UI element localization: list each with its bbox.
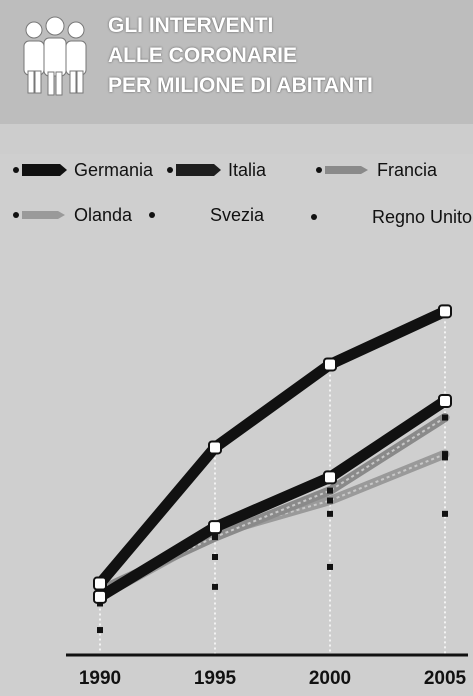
legend-label-francia: Francia: [377, 159, 438, 180]
tick-layer: 1990 1995 2000 2005: [79, 668, 467, 689]
legend-label-italia: Italia: [228, 159, 267, 180]
point-italia-1995: [208, 520, 222, 535]
legend-label-regno-unito: Regno Unito: [372, 206, 473, 227]
point-italia-2000: [323, 470, 337, 485]
x-tick-label-2000: 2000: [309, 668, 351, 689]
point-regno-unito-2000: [327, 563, 333, 570]
header-dot-band: [0, 124, 473, 154]
legend-item-svezia: Svezia: [146, 205, 264, 225]
chart-header: GLI INTERVENTI ALLE CORONARIE PER MILION…: [0, 0, 473, 124]
point-germania-2000: [323, 357, 337, 372]
legend-label-svezia: Svezia: [210, 204, 265, 225]
point-svezia-2000: [327, 510, 333, 517]
people-group-icon: [23, 16, 87, 96]
legend-label-olanda: Olanda: [74, 204, 133, 225]
series-hatch-olanda: [99, 453, 446, 598]
point-francia-2000: [327, 487, 333, 494]
point-regno-unito-1995: [212, 583, 218, 590]
point-francia-1995: [212, 534, 218, 541]
point-svezia-1995: [212, 554, 218, 560]
point-germania-1995: [208, 440, 222, 455]
title-line-2: ALLE CORONARIE: [108, 44, 297, 67]
point-germania-1990: [93, 576, 107, 591]
legend-swatch-olanda: [13, 211, 65, 219]
legend-item-francia: Francia: [313, 160, 437, 180]
legend-item-italia: Italia: [164, 160, 266, 180]
point-olanda-2005: [442, 451, 448, 458]
point-olanda-2000: [327, 497, 333, 504]
legend-swatch-regno-unito: [311, 214, 317, 220]
legend-item-regno-unito: Regno Unito: [308, 207, 472, 227]
legend-swatch-svezia: [149, 212, 155, 218]
x-tick-label-1995: 1995: [194, 668, 237, 689]
x-tick-label-2005: 2005: [424, 668, 467, 689]
series-line-italia: [94, 395, 451, 603]
legend-swatch-francia: [316, 166, 368, 174]
x-tick-label-1990: 1990: [79, 668, 121, 689]
legend-swatch-germania: [13, 164, 67, 176]
legend-swatch-italia: [167, 164, 221, 176]
point-germania-2005: [438, 304, 452, 319]
point-regno-unito-2005: [442, 510, 448, 517]
point-svezia-2005: [442, 454, 448, 461]
title-line-1: GLI INTERVENTI: [108, 14, 274, 37]
series-hatch-francia: [99, 416, 446, 592]
legend-item-germania: Germania: [10, 160, 153, 180]
legend-item-olanda: Olanda: [10, 205, 132, 225]
series-line-germania: [94, 305, 451, 590]
point-regno-unito-1990: [97, 627, 103, 634]
point-italia-2005: [438, 393, 452, 408]
point-italia-1990: [93, 589, 107, 604]
point-francia-2005: [442, 414, 448, 421]
marker-layer: [93, 304, 452, 634]
title-line-3: PER MILIONE DI ABITANTI: [108, 74, 373, 97]
series-layer: [94, 305, 451, 603]
grid-layer: [99, 311, 446, 655]
legend-label-germania: Germania: [74, 159, 154, 180]
